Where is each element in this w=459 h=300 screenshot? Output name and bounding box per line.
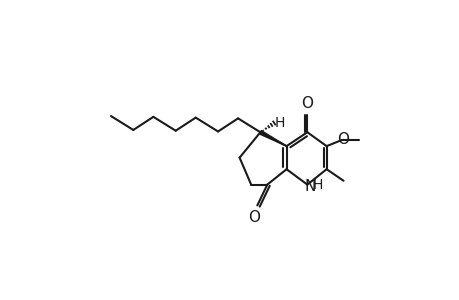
Polygon shape bbox=[259, 130, 286, 146]
Text: H: H bbox=[312, 178, 323, 192]
Text: O: O bbox=[336, 132, 348, 147]
Text: O: O bbox=[301, 96, 313, 111]
Text: H: H bbox=[274, 116, 285, 130]
Text: O: O bbox=[248, 210, 260, 225]
Text: N: N bbox=[304, 179, 315, 194]
